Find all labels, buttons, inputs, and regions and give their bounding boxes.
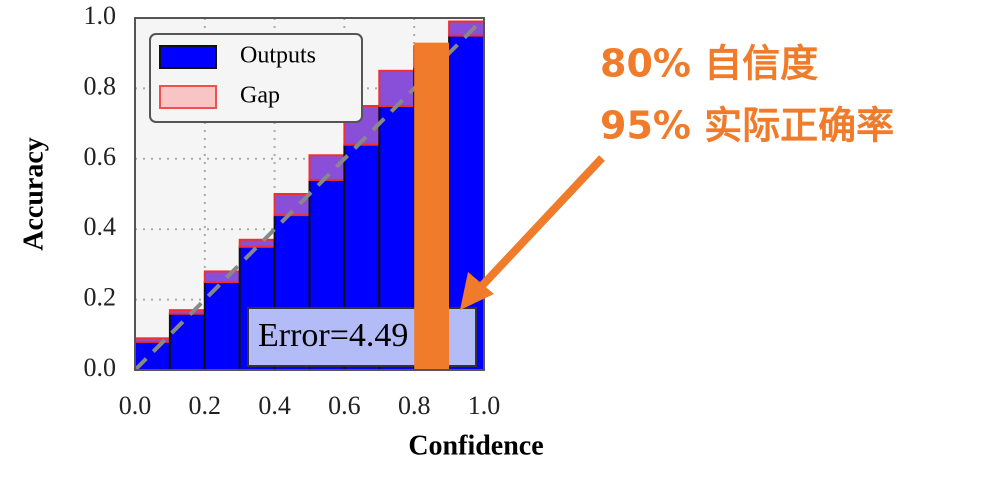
annotation: 80% 自信度 — [600, 42, 818, 86]
y-tick-label: 0.0 — [84, 353, 117, 382]
x-axis-label: Confidence — [408, 430, 543, 461]
y-tick-label: 0.8 — [84, 71, 117, 100]
y-tick-label: 1.0 — [84, 1, 117, 30]
bar — [168, 312, 206, 371]
y-tick-label: 0.2 — [84, 283, 117, 312]
y-tick-label: 0.4 — [84, 212, 117, 241]
annotation: 95% 实际正确率 — [600, 104, 894, 148]
highlight — [414, 42, 450, 370]
x-tick-label: 0.4 — [258, 391, 291, 420]
gap-bar — [168, 309, 206, 315]
legend-label: Gap — [240, 83, 280, 109]
highlight-bar — [414, 42, 450, 370]
ticks: 0.0 0.2 0.4 0.6 0.8 1.0 0.0 0.2 0.4 0.6 0.8 1.0 — [84, 1, 501, 420]
arrow-head — [460, 272, 494, 310]
gap-bar — [238, 238, 276, 248]
x-tick-label: 0.6 — [328, 391, 361, 420]
y-axis-label: Accuracy — [18, 137, 49, 251]
y-tick-label: 0.6 — [84, 142, 117, 171]
x-tick-label: 1.0 — [468, 391, 501, 420]
legend-swatch — [159, 45, 217, 69]
x-tick-label: 0.2 — [189, 391, 222, 420]
diagonal — [133, 16, 486, 372]
bars — [134, 20, 486, 371]
arrow-shaft — [475, 155, 605, 293]
legend-swatch — [159, 85, 217, 109]
gap-bar — [203, 270, 241, 284]
plot-frame — [134, 17, 485, 371]
legend: Outputs Gap — [149, 33, 363, 123]
x-tick-label: 0.0 — [119, 391, 152, 420]
error-label: Error=4.49 — [258, 317, 408, 354]
legend-label: Outputs — [240, 43, 316, 69]
gap-bar — [378, 69, 416, 108]
x-tick-label: 0.8 — [398, 391, 431, 420]
